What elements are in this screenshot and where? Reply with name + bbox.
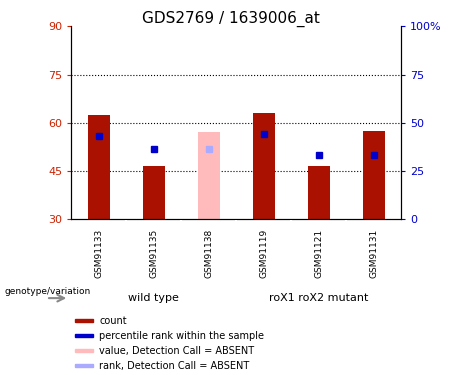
Text: GSM91121: GSM91121: [314, 229, 323, 278]
Text: GDS2769 / 1639006_at: GDS2769 / 1639006_at: [142, 11, 319, 27]
Bar: [88, 115, 110, 219]
Text: value, Detection Call = ABSENT: value, Detection Call = ABSENT: [100, 346, 254, 355]
Text: roX1 roX2 mutant: roX1 roX2 mutant: [269, 293, 368, 303]
Bar: [75, 349, 93, 352]
Bar: [75, 364, 93, 367]
Text: wild type: wild type: [129, 293, 179, 303]
Text: GSM91135: GSM91135: [149, 229, 159, 278]
Bar: [253, 113, 275, 219]
Bar: [198, 132, 220, 219]
Text: GSM91133: GSM91133: [95, 229, 103, 278]
Text: GSM91131: GSM91131: [369, 229, 378, 278]
Bar: [363, 131, 384, 219]
Bar: [143, 166, 165, 219]
Text: genotype/variation: genotype/variation: [5, 287, 91, 296]
Text: percentile rank within the sample: percentile rank within the sample: [100, 331, 265, 340]
Bar: [307, 166, 330, 219]
Text: GSM91119: GSM91119: [259, 229, 268, 278]
Text: count: count: [100, 316, 127, 326]
Bar: [75, 319, 93, 322]
Text: GSM91138: GSM91138: [204, 229, 213, 278]
Text: rank, Detection Call = ABSENT: rank, Detection Call = ABSENT: [100, 361, 250, 370]
Bar: [75, 334, 93, 337]
